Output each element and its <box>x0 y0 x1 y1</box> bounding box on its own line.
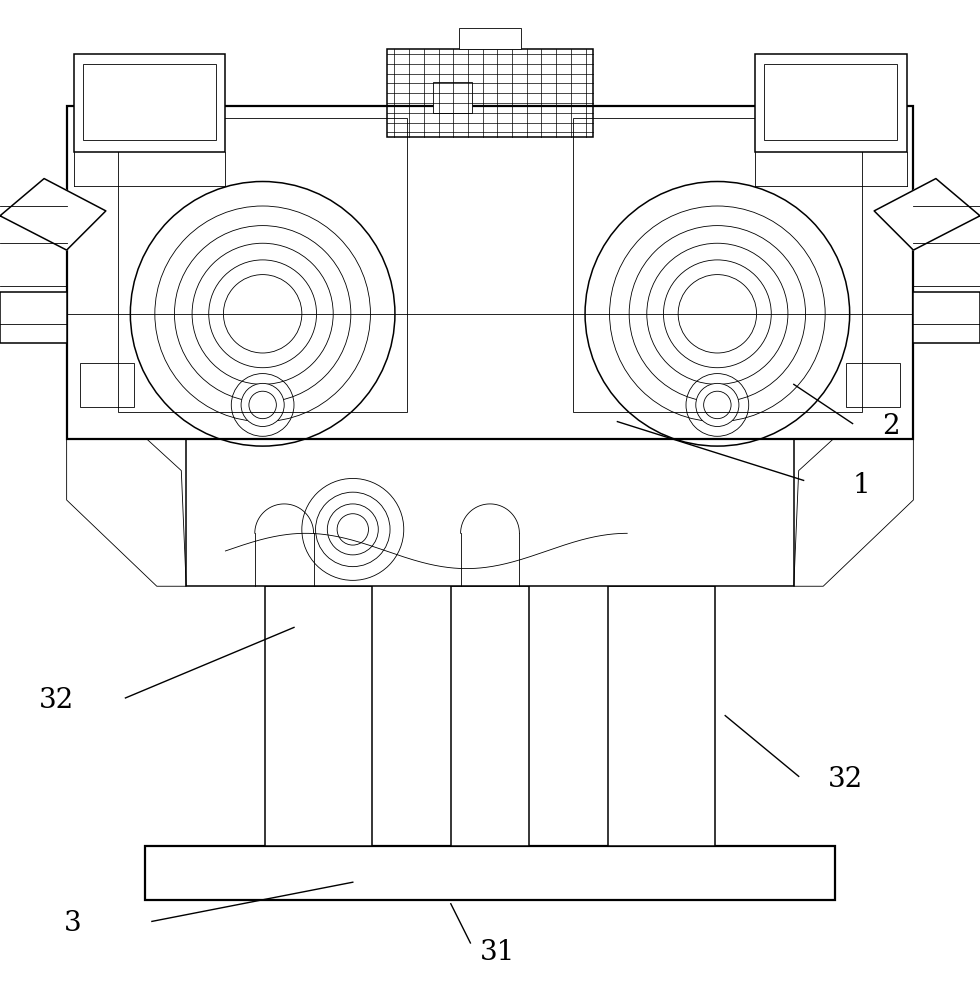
Bar <box>433 82 472 113</box>
Text: 32: 32 <box>39 687 74 714</box>
Circle shape <box>249 391 276 419</box>
Bar <box>387 49 593 137</box>
Bar <box>265 586 372 846</box>
Bar <box>186 439 794 586</box>
Bar <box>80 363 134 407</box>
Bar <box>608 586 715 846</box>
Bar <box>118 118 407 412</box>
Bar <box>83 64 216 140</box>
Text: 32: 32 <box>828 766 863 793</box>
Bar <box>451 586 529 846</box>
Polygon shape <box>67 439 186 586</box>
Bar <box>573 118 862 412</box>
Bar <box>145 846 835 900</box>
Text: 2: 2 <box>882 413 900 440</box>
Circle shape <box>704 391 731 419</box>
Bar <box>755 54 906 152</box>
Polygon shape <box>874 179 980 250</box>
Bar <box>913 292 980 343</box>
Text: 1: 1 <box>853 472 870 499</box>
Bar <box>764 64 897 140</box>
Circle shape <box>241 383 284 426</box>
Text: 3: 3 <box>64 910 81 937</box>
Polygon shape <box>794 439 913 586</box>
Bar <box>0 292 67 343</box>
Bar <box>846 363 900 407</box>
Bar <box>459 28 521 49</box>
Circle shape <box>696 383 739 426</box>
Text: 31: 31 <box>480 939 515 966</box>
Polygon shape <box>0 179 106 250</box>
Bar <box>67 106 913 439</box>
Bar <box>74 54 225 152</box>
